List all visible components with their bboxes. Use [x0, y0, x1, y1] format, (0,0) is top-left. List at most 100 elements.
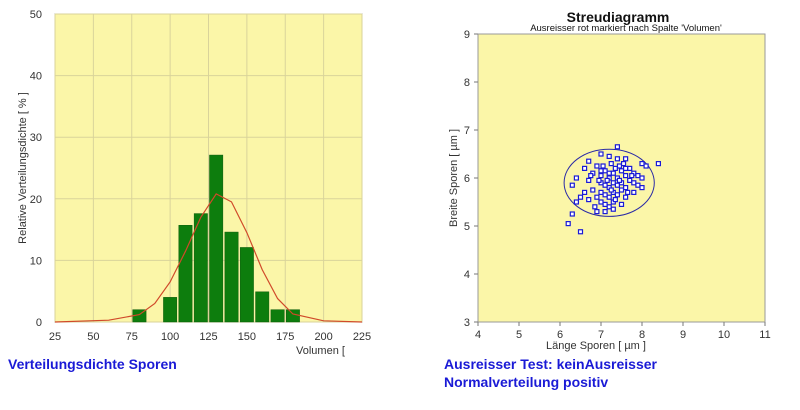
histogram-y-tick-label: 30	[30, 132, 42, 144]
histogram-y-tick-label: 20	[30, 194, 42, 206]
scatter-y-tick-label: 7	[464, 125, 470, 137]
scatter-points	[565, 144, 662, 235]
scatter-point	[577, 194, 584, 200]
scatter-point	[573, 199, 580, 205]
scatter-x-tick-label: 5	[516, 329, 522, 341]
scatter-point	[618, 168, 625, 174]
histogram-x-tick-label: 150	[238, 331, 256, 343]
scatter-point	[608, 161, 614, 167]
scatter-point	[590, 187, 596, 193]
scatter-point	[581, 189, 588, 195]
confidence-ellipse	[563, 148, 655, 217]
histogram-y-tick-label: 50	[30, 9, 42, 21]
scatter-point	[610, 170, 616, 176]
scatter-point	[594, 163, 600, 169]
scatter-y-tick-label: 4	[464, 269, 470, 281]
histogram-bar	[178, 225, 193, 323]
scatter-point	[594, 194, 600, 200]
scatter-point	[600, 163, 606, 169]
scatter-point	[602, 209, 608, 215]
histogram-x-tick-label: 100	[161, 331, 179, 343]
histogram-bar	[286, 309, 300, 323]
scatter-x-tick-label: 10	[718, 329, 730, 341]
scatter-point	[622, 165, 629, 171]
scatter-gridlines	[474, 33, 766, 326]
scatter-point	[622, 194, 629, 200]
scatter-x-tick-label: 4	[475, 329, 481, 341]
scatter-point	[606, 170, 612, 176]
histogram-y-label: Relative Verteilungsdichte [ % ]	[17, 92, 29, 244]
scatter-point	[627, 165, 633, 171]
scatter-point	[596, 177, 602, 183]
scatter-point	[620, 161, 627, 167]
scatter-point	[581, 165, 588, 171]
scatter-point	[598, 199, 604, 205]
scatter-point	[625, 189, 631, 195]
histogram-bar	[270, 309, 285, 323]
histogram-x-tick-label: 225	[353, 331, 371, 343]
scatter-point	[635, 182, 641, 188]
scatter-point	[606, 153, 612, 159]
histogram-bar	[255, 291, 270, 323]
scatter-point	[598, 168, 604, 174]
scatter-point	[616, 163, 623, 169]
scatter-point	[577, 229, 584, 235]
scatter-x-tick-label: 8	[639, 329, 645, 341]
scatter-point	[598, 189, 604, 195]
histogram-x-tick-label: 25	[49, 331, 61, 343]
histogram-y-tick-label: 10	[30, 255, 42, 267]
histogram-x-tick-label: 200	[314, 331, 332, 343]
scatter-point	[614, 182, 621, 188]
density-curve	[54, 193, 363, 323]
scatter-point	[612, 197, 618, 203]
scatter-point	[606, 204, 612, 210]
scatter-point	[602, 201, 608, 207]
histogram-bar	[209, 154, 224, 323]
scatter-point	[608, 187, 614, 193]
scatter-y-ticks: 3 4 5 6 7 8 9	[464, 29, 470, 329]
scatter-point	[586, 197, 592, 203]
histogram-caption: Verteilungsdichte Sporen	[8, 356, 177, 372]
scatter-point	[627, 177, 633, 183]
histogram-bar	[224, 231, 239, 323]
scatter-point	[614, 156, 621, 162]
scatter-point	[586, 158, 592, 164]
scatter-x-tick-label: 9	[680, 329, 686, 341]
histogram-x-tick-label: 125	[199, 331, 217, 343]
histogram-bars	[132, 154, 300, 323]
scatter-y-tick-label: 9	[464, 29, 470, 41]
scatter-y-tick-label: 5	[464, 221, 470, 233]
scatter-point	[639, 175, 645, 181]
scatter-point	[602, 182, 608, 188]
scatter-y-label: Breite Sporen [ µm ]	[448, 129, 460, 227]
normality-caption: Normalverteilung positiv	[444, 374, 609, 390]
histogram-x-ticks: 25 50 75 100 125 150 175 200 225	[49, 331, 371, 343]
scatter-point	[606, 194, 612, 200]
scatter-point	[618, 187, 625, 193]
scatter-point	[635, 173, 641, 179]
scatter-x-tick-label: 7	[598, 329, 604, 341]
scatter-point	[602, 168, 608, 174]
scatter-point	[588, 173, 594, 179]
scatter-point	[622, 156, 629, 162]
scatter-point	[573, 175, 580, 181]
scatter-point	[655, 161, 662, 167]
scatter-point	[565, 221, 571, 227]
histogram-chart: 25 50 75 100 125 150 175 200 225 0 10 20 30 40 50 Vol…	[17, 9, 371, 357]
histogram-x-tick-label: 75	[126, 331, 138, 343]
scatter-point	[610, 180, 616, 186]
scatter-point	[629, 173, 635, 179]
scatter-y-tick-label: 6	[464, 173, 470, 185]
scatter-point	[592, 204, 598, 210]
histogram-bar	[193, 213, 208, 323]
scatter-point	[639, 185, 645, 191]
scatter-point	[612, 165, 618, 171]
scatter-point	[643, 163, 649, 169]
histogram-bar	[239, 247, 254, 323]
histogram-y-tick-label: 40	[30, 71, 42, 83]
scatter-point	[598, 173, 604, 179]
histogram-bar	[163, 297, 178, 323]
scatter-point	[622, 185, 629, 191]
scatter-point	[594, 209, 600, 215]
